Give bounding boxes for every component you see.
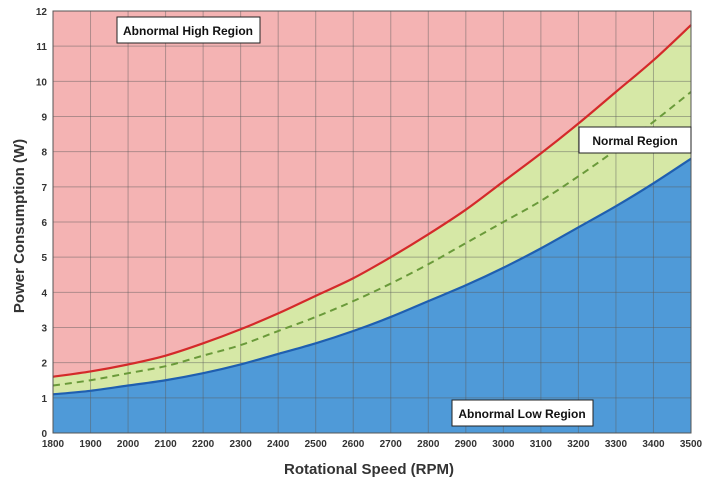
normal-label-text: Normal Region [592, 134, 677, 148]
x-tick-label: 3500 [680, 439, 703, 450]
upper-limit-line [52, 24, 692, 378]
x-tick-label: 2700 [380, 439, 403, 450]
plot-area-border [52, 10, 692, 434]
y-axis-title: Power Consumption (W) [11, 139, 28, 313]
x-axis-title: Rotational Speed (RPM) [284, 461, 454, 478]
y-tick-label: 1 [41, 394, 47, 405]
y-tick-label: 12 [36, 7, 48, 18]
x-tick-label: 2900 [455, 439, 478, 450]
x-tick-label: 2500 [305, 439, 328, 450]
abnormal-high-region-fill [53, 11, 691, 377]
x-tick-label: 3000 [492, 439, 515, 450]
x-tick-label: 2200 [192, 439, 215, 450]
x-tick-label: 3200 [567, 439, 590, 450]
x-tick-label: 2800 [417, 439, 440, 450]
x-tick-label: 2100 [154, 439, 177, 450]
y-tick-label: 10 [36, 77, 48, 88]
x-tick-label: 3300 [605, 439, 628, 450]
nominal-line [52, 91, 692, 387]
x-tick-label: 2600 [342, 439, 365, 450]
abnormal-high-region-label: Abnormal High Region [116, 16, 261, 44]
x-tick-labels: 1800 1900 2000 2100 2200 2300 2400 2500 2600 2700… [42, 439, 703, 450]
x-tick-label: 1800 [42, 439, 65, 450]
abnormal-low-region-fill [53, 158, 691, 433]
normal-region-fill [53, 25, 691, 395]
y-tick-label: 5 [41, 253, 47, 264]
x-tick-label: 3400 [642, 439, 665, 450]
y-tick-label: 6 [41, 218, 47, 229]
y-tick-label: 9 [41, 113, 47, 124]
y-tick-label: 3 [41, 324, 47, 335]
x-tick-label: 2400 [267, 439, 290, 450]
y-tick-label: 8 [41, 148, 47, 159]
x-tick-label: 1900 [79, 439, 102, 450]
x-tick-label: 2300 [230, 439, 253, 450]
series-lines [52, 24, 692, 396]
x-tick-label: 2000 [117, 439, 140, 450]
abnormal-high-label-text: Abnormal High Region [123, 24, 253, 38]
lower-limit-line [52, 157, 692, 396]
y-tick-label: 0 [41, 429, 47, 440]
normal-region-label: Normal Region [578, 126, 692, 154]
abnormal-low-region-label: Abnormal Low Region [451, 399, 594, 427]
y-tick-label: 11 [36, 42, 47, 53]
y-tick-label: 2 [41, 359, 47, 370]
abnormal-low-label-text: Abnormal Low Region [458, 407, 585, 421]
x-tick-label: 3100 [530, 439, 553, 450]
y-tick-label: 4 [41, 288, 47, 299]
y-tick-label: 7 [41, 183, 47, 194]
